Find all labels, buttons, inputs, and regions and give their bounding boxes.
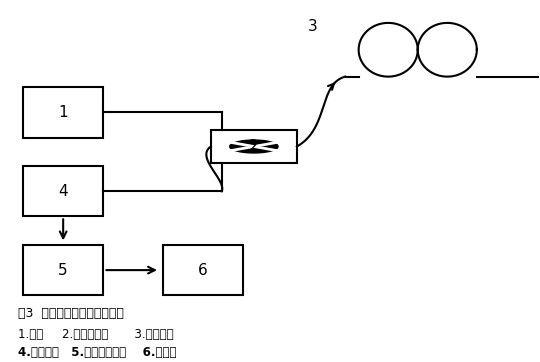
Bar [211,130,297,163]
Text: 3: 3 [308,19,318,34]
Text: 4: 4 [58,184,68,199]
Text: 6: 6 [198,262,208,278]
Text: 2: 2 [249,139,259,154]
Bar [23,166,104,216]
Text: 图3  背向散射法测量原理框图: 图3 背向散射法测量原理框图 [17,307,123,320]
Polygon shape [230,140,278,153]
Text: 4.光探测器   5.信号处理单元    6.显示器: 4.光探测器 5.信号处理单元 6.显示器 [17,346,176,359]
Bar [23,245,104,295]
Bar [23,87,104,138]
Bar [163,245,243,295]
Text: 5: 5 [58,262,68,278]
Text: 1.光源     2.光纤分路器       3.待测光纤: 1.光源 2.光纤分路器 3.待测光纤 [17,328,173,341]
Text: 1: 1 [58,105,68,120]
